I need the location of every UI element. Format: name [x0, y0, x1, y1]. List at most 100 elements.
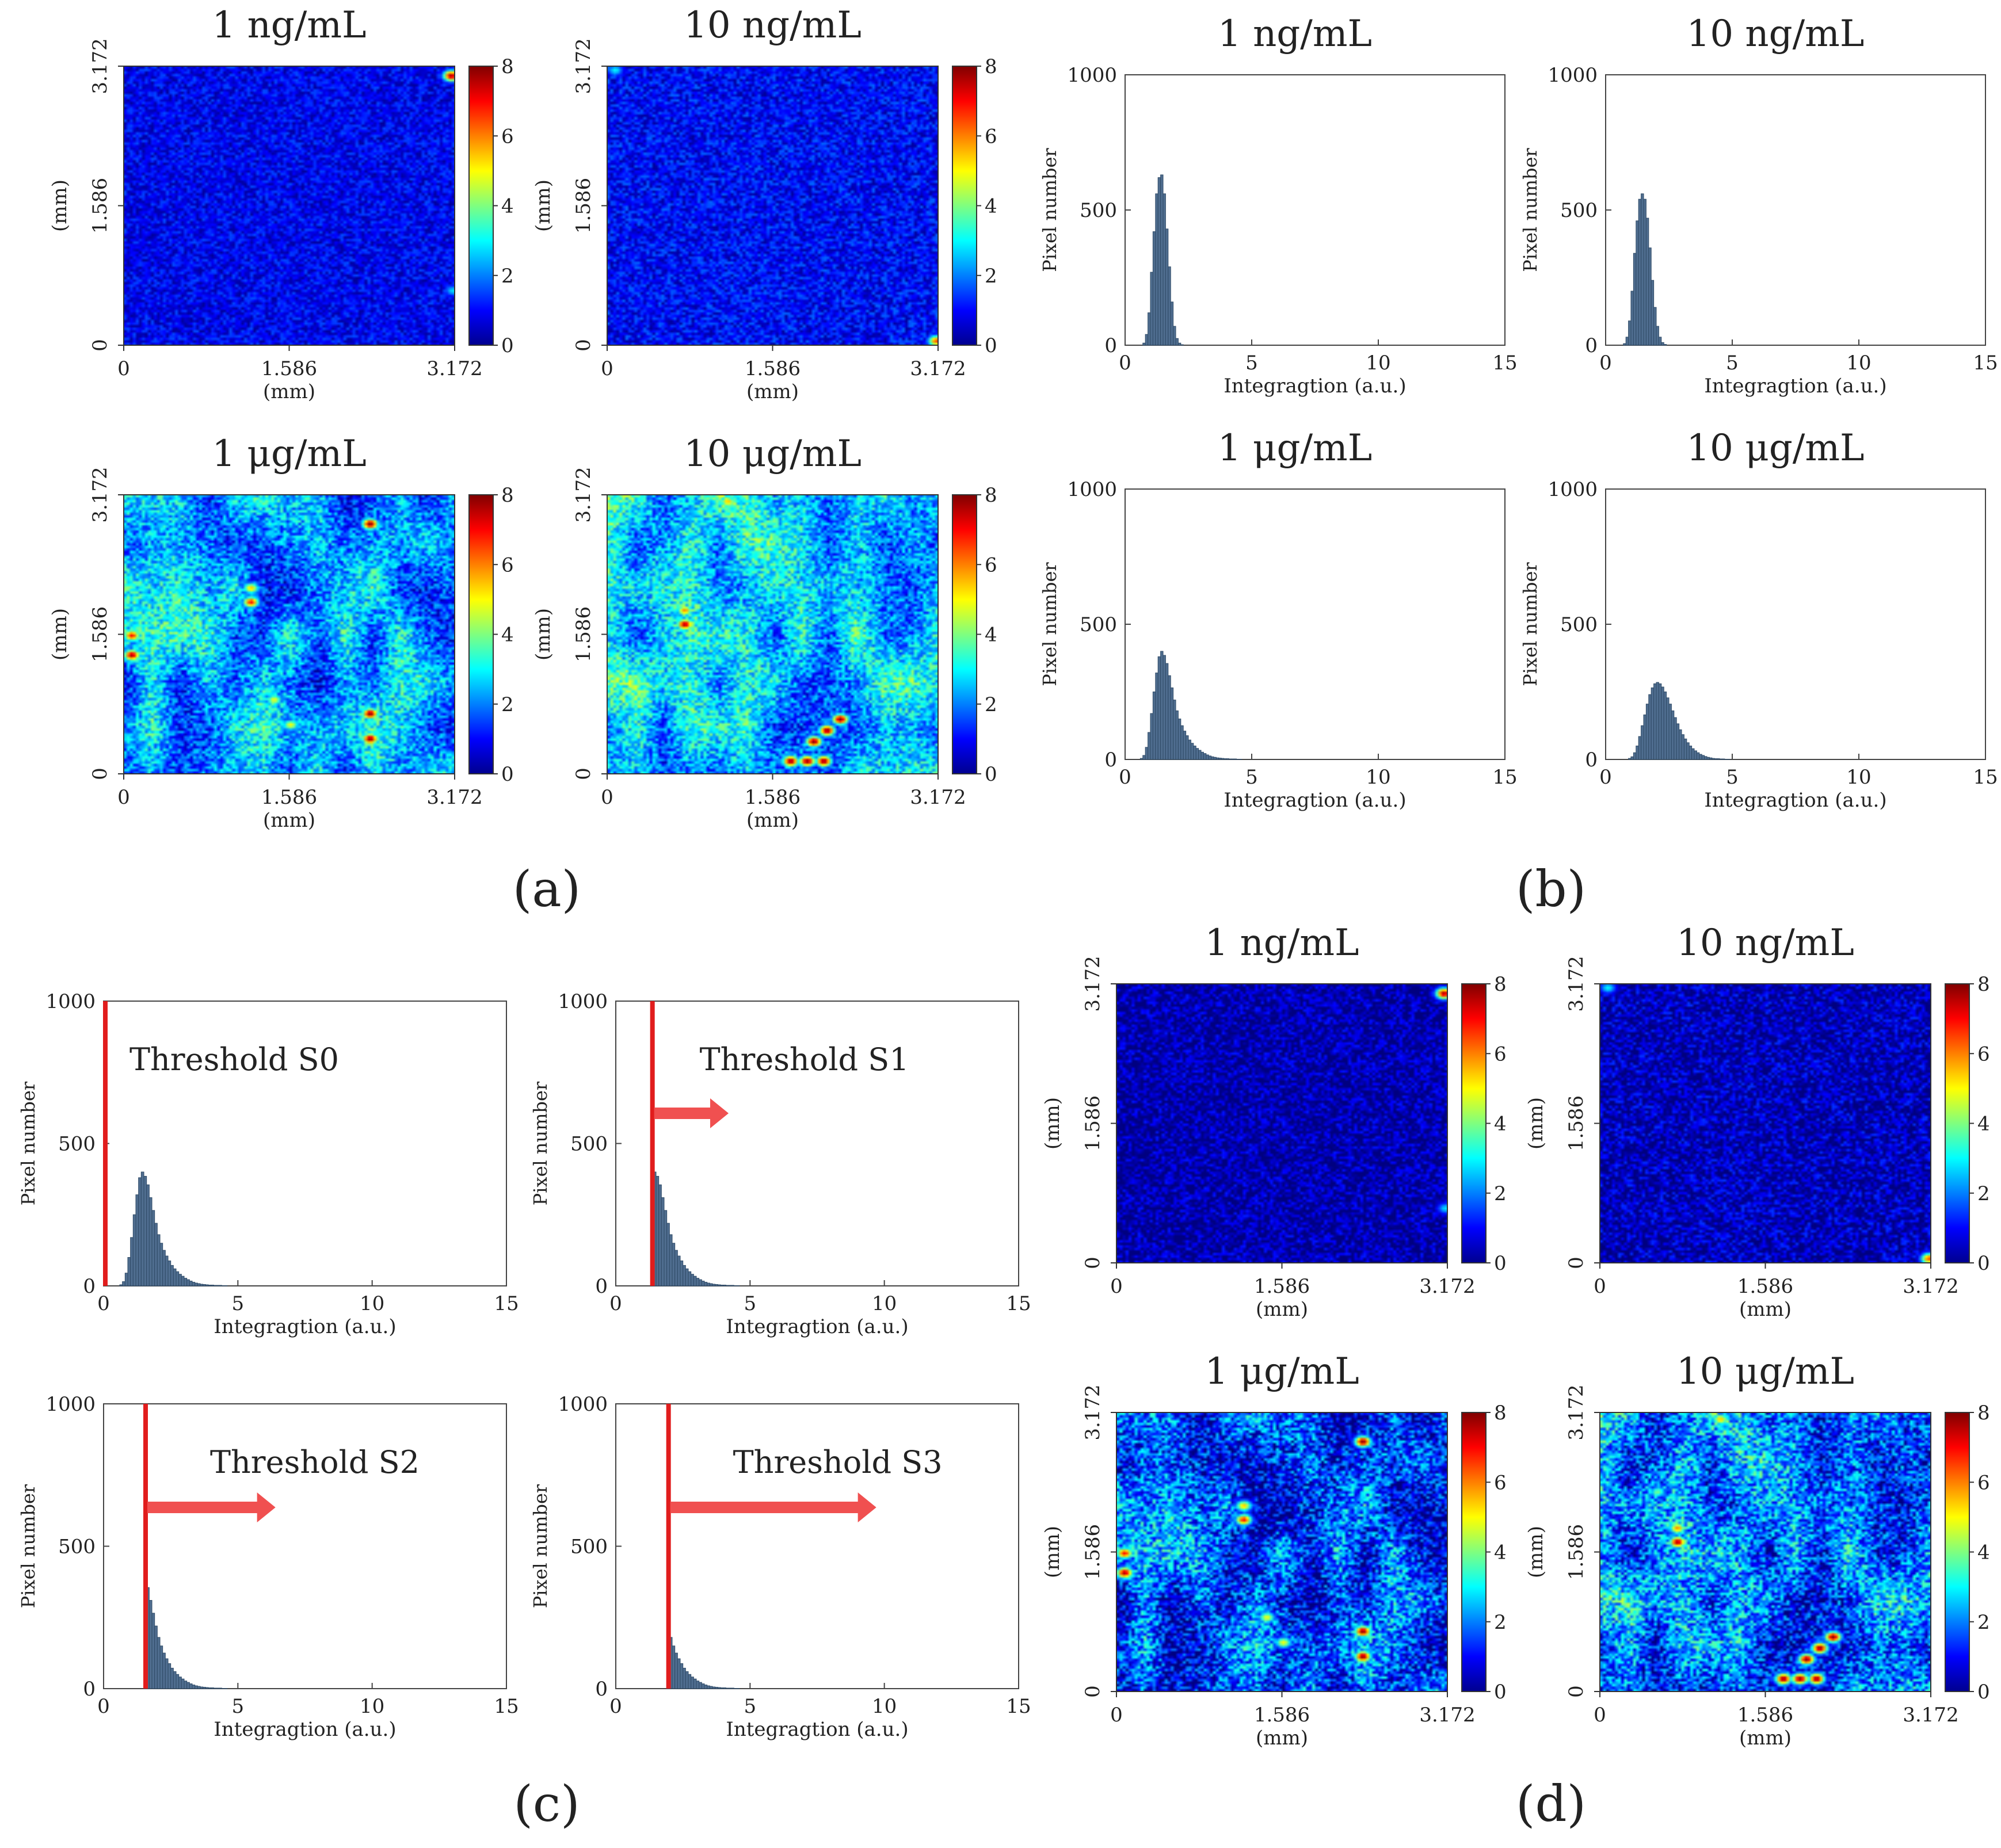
- colorbar-tick-label: 4: [985, 195, 997, 218]
- histogram-bar: [1157, 656, 1161, 760]
- panel-a-heatmaps: 1 ng/mL 0 1.586 3.172 (mm) 0 1.586 3.172 (mm) 0 2 4…: [48, 4, 997, 832]
- heatmap-image: [124, 66, 455, 345]
- histogram-bar: [728, 1687, 732, 1689]
- y-axis-label: (mm): [532, 180, 555, 232]
- x-tick-label: 1.586: [261, 786, 317, 809]
- histogram-bar: [184, 1681, 188, 1689]
- colorbar-tick-label: 6: [985, 125, 997, 148]
- histogram-bar: [1663, 692, 1667, 760]
- histogram-bar: [1623, 343, 1626, 346]
- y-tick-label: 1.586: [89, 178, 112, 234]
- x-tick-label: 5: [744, 1695, 757, 1718]
- a-map-1: 1 ng/mL 0 1.586 3.172 (mm) 0 1.586 3.172 (mm) 0 2 4…: [48, 4, 514, 403]
- histogram-bar: [1661, 686, 1664, 760]
- histogram-bar: [1691, 748, 1695, 760]
- x-tick-label: 5: [232, 1695, 245, 1718]
- histogram-bar: [157, 1234, 161, 1286]
- heatmap-image: [1600, 1412, 1931, 1692]
- histogram-bar: [1165, 228, 1169, 346]
- colorbar-tick-label: 2: [501, 265, 514, 288]
- x-tick-label: 15: [1492, 352, 1517, 375]
- histogram-bar: [696, 1278, 700, 1286]
- a-map-3: 1 μg/mL 0 1.586 3.172 (mm) 0 1.586 3.172 (mm) 0 2 4…: [48, 433, 514, 832]
- x-tick-label: 15: [494, 1695, 519, 1718]
- x-axis-label: Integragtion (a.u.): [1704, 789, 1886, 812]
- histogram-bar: [1163, 193, 1166, 346]
- x-tick-label: 15: [1973, 352, 1998, 375]
- y-tick-label: 500: [58, 1133, 96, 1156]
- histogram-bar: [672, 1645, 676, 1689]
- x-tick-label: 3.172: [910, 786, 966, 809]
- x-tick-label: 0: [1594, 1275, 1606, 1298]
- histogram-bar: [1638, 736, 1642, 760]
- y-tick-label: 1000: [1067, 478, 1117, 501]
- histogram-bar: [151, 1210, 155, 1286]
- colorbar-tick-label: 6: [1977, 1471, 1990, 1494]
- colorbar-tick-label: 4: [985, 624, 997, 647]
- histogram-bar: [189, 1281, 193, 1286]
- y-tick-label: 1000: [558, 1393, 608, 1416]
- histogram-bar: [704, 1282, 708, 1286]
- histogram-bar: [197, 1283, 201, 1286]
- histogram-bar: [688, 1674, 692, 1689]
- histogram-bar: [1638, 198, 1642, 346]
- histogram-bar: [159, 1645, 163, 1689]
- x-tick-label: 5: [1726, 766, 1739, 789]
- histogram-bar: [712, 1284, 716, 1286]
- map-title: 10 ng/mL: [1676, 922, 1854, 964]
- histogram-bar: [1643, 198, 1646, 346]
- a-map-2: 10 ng/mL 0 1.586 3.172 (mm) 0 1.586 3.172 (mm) 0 2…: [532, 4, 997, 403]
- histogram-bar: [1661, 342, 1664, 346]
- threshold-annotation: Threshold S1: [700, 1041, 909, 1078]
- x-axis-label: (mm): [1739, 1298, 1792, 1321]
- x-axis-label: Integragtion (a.u.): [1224, 375, 1406, 398]
- histogram-bar: [709, 1283, 713, 1286]
- histogram-bar: [1643, 714, 1646, 760]
- map-title: 1 ng/mL: [1205, 922, 1359, 964]
- histogram-bar: [677, 1658, 681, 1689]
- histogram-bar: [728, 1285, 732, 1286]
- plot-frame: [103, 1403, 507, 1689]
- x-tick-label: 0: [1599, 352, 1612, 375]
- y-tick-label: 1000: [45, 990, 96, 1013]
- histogram-bar: [1674, 717, 1677, 760]
- histogram-bar: [200, 1284, 204, 1286]
- histogram-bar: [219, 1687, 222, 1689]
- y-tick-label: 1.586: [572, 178, 595, 234]
- x-tick-label: 10: [1846, 766, 1871, 789]
- x-tick-label: 15: [1973, 766, 1998, 789]
- threshold-annotation: Threshold S0: [129, 1041, 339, 1078]
- histogram-bar: [1709, 757, 1713, 760]
- histogram-bar: [184, 1278, 188, 1286]
- histogram-bar: [1658, 337, 1662, 346]
- threshold-arrow-shaft: [147, 1502, 258, 1513]
- y-tick-label: 0: [1104, 749, 1117, 772]
- histogram-bar: [1152, 231, 1156, 346]
- threshold-annotation: Threshold S3: [733, 1444, 943, 1480]
- histogram-bar: [216, 1687, 220, 1689]
- histogram-bar: [677, 1255, 681, 1286]
- panel-d-heatmaps: 1 ng/mL 0 1.586 3.172 (mm) 0 1.586 3.172 (mm) 0 2 4…: [1041, 922, 1990, 1750]
- histogram-bar: [1215, 757, 1219, 760]
- x-tick-label: 10: [1846, 352, 1871, 375]
- d-map-2: 10 ng/mL 0 1.586 3.172 (mm) 0 1.586 3.172 (mm) 0 2…: [1524, 922, 1990, 1321]
- histogram-bar: [1671, 710, 1675, 760]
- histogram-bar: [1683, 738, 1687, 760]
- x-axis-label: Integragtion (a.u.): [726, 1315, 908, 1338]
- y-tick-label: 1000: [1548, 478, 1598, 501]
- histogram-bar: [1641, 193, 1644, 346]
- x-tick-label: 0: [1594, 1704, 1606, 1727]
- histogram-bar: [1651, 687, 1655, 760]
- histogram-bar: [674, 1250, 678, 1286]
- colorbar-tick-label: 2: [1494, 1611, 1507, 1634]
- x-axis-label: (mm): [1256, 1298, 1308, 1321]
- histogram-bar: [1653, 307, 1657, 346]
- histogram-bar: [186, 1682, 190, 1689]
- histogram-bar: [138, 1177, 142, 1286]
- x-tick-label: 0: [97, 1292, 110, 1315]
- d-map-3: 1 μg/mL 0 1.586 3.172 (mm) 0 1.586 3.172 (mm) 0 2 4…: [1041, 1350, 1507, 1750]
- histogram-bar: [186, 1279, 190, 1286]
- colorbar-tick-label: 6: [1494, 1043, 1507, 1066]
- histogram-bar: [162, 1250, 166, 1286]
- histogram-bar: [1625, 337, 1629, 346]
